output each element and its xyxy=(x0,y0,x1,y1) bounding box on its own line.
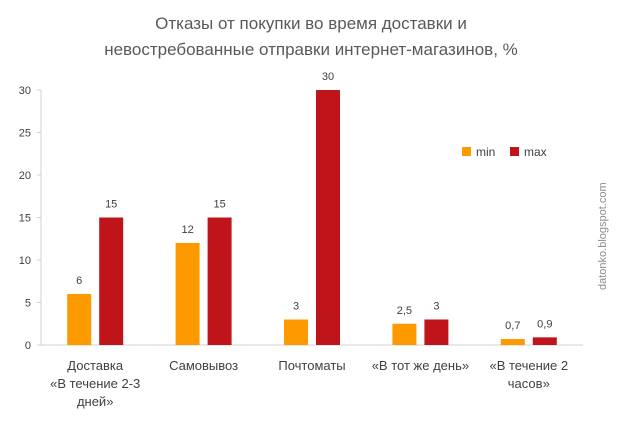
x-category-label: «В тот же день» xyxy=(372,358,469,373)
bar-min xyxy=(67,294,92,345)
x-category-label: дней» xyxy=(77,394,114,409)
bar-max xyxy=(424,319,449,345)
y-tick-label: 15 xyxy=(19,213,31,225)
data-label-max: 30 xyxy=(322,71,334,83)
legend-swatch-max xyxy=(510,147,519,156)
y-tick-label: 20 xyxy=(19,170,31,182)
data-label-min: 3 xyxy=(293,301,299,313)
data-label-max: 15 xyxy=(213,199,225,211)
x-category-label: Самовывоз xyxy=(169,358,238,373)
bar-max xyxy=(207,217,232,345)
bar-min xyxy=(284,319,308,345)
x-category-label: Почтоматы xyxy=(278,358,345,373)
y-tick-label: 25 xyxy=(19,128,31,140)
x-category-label: «В течение 2-3 xyxy=(50,376,140,391)
y-tick-label: 5 xyxy=(25,298,31,310)
watermark: datonko.blogspot.com xyxy=(597,182,609,290)
chart-title-line-1: Отказы от покупки во время доставки и xyxy=(155,14,467,33)
data-label-max: 0,9 xyxy=(537,318,552,330)
bar-max xyxy=(316,90,340,345)
legend-label-min: min xyxy=(476,145,495,159)
bar-max xyxy=(532,337,557,345)
y-tick-label: 0 xyxy=(25,340,31,352)
y-tick-label: 30 xyxy=(19,85,31,97)
y-tick-label: 10 xyxy=(19,255,31,267)
x-category-label: «В течение 2 xyxy=(489,358,568,373)
data-label-max: 3 xyxy=(433,301,439,313)
plot-area: 0 5 10 15 20 25 30 6 15 Доставка «В течение 2-3 дне… xyxy=(19,71,583,409)
data-label-min: 12 xyxy=(181,224,193,236)
x-category-label: Доставка xyxy=(67,358,124,373)
bar-min xyxy=(392,323,417,345)
data-label-min: 6 xyxy=(76,275,82,287)
data-label-min: 2,5 xyxy=(397,305,412,317)
data-label-min: 0,7 xyxy=(505,320,520,332)
legend-label-max: max xyxy=(524,145,547,159)
x-category-label: часов» xyxy=(508,376,550,391)
bar-max xyxy=(99,217,124,345)
bar-min xyxy=(500,339,525,345)
data-label-max: 15 xyxy=(105,199,117,211)
bar-min xyxy=(175,243,200,345)
chart-title-line-2: невостребованные отправки интернет-магаз… xyxy=(104,40,518,59)
legend-swatch-min xyxy=(462,147,471,156)
